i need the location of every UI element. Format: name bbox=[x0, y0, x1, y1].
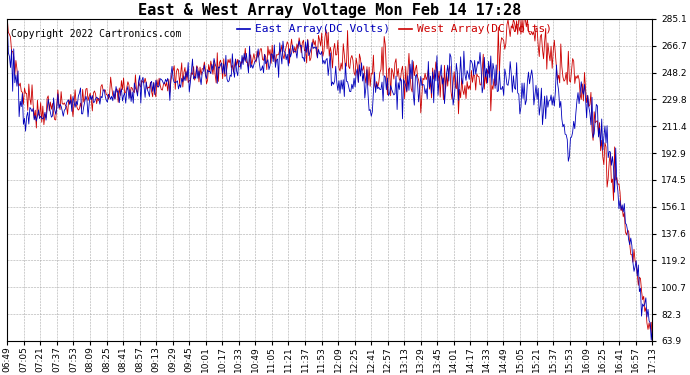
West Array(DC Volts) bbox=[648, 339, 656, 343]
Text: Copyright 2022 Cartronics.com: Copyright 2022 Cartronics.com bbox=[10, 28, 181, 39]
East Array(DC Volts) bbox=[117, 87, 126, 91]
West Array(DC Volts) bbox=[383, 93, 391, 97]
East Array(DC Volts) bbox=[169, 76, 177, 81]
Line: East Array(DC Volts): East Array(DC Volts) bbox=[8, 22, 652, 340]
East Array(DC Volts) bbox=[647, 338, 655, 342]
East Array(DC Volts) bbox=[383, 76, 391, 80]
East Array(DC Volts) bbox=[434, 93, 442, 98]
West Array(DC Volts) bbox=[295, 36, 303, 40]
West Array(DC Volts) bbox=[489, 87, 497, 92]
West Array(DC Volts) bbox=[117, 78, 126, 83]
West Array(DC Volts) bbox=[434, 79, 442, 83]
East Array(DC Volts) bbox=[3, 20, 12, 24]
East Array(DC Volts) bbox=[295, 39, 303, 43]
Legend: East Array(DC Volts), West Array(DC Volts): East Array(DC Volts), West Array(DC Volt… bbox=[237, 24, 551, 34]
East Array(DC Volts) bbox=[489, 61, 497, 66]
West Array(DC Volts) bbox=[169, 68, 177, 73]
Title: East & West Array Voltage Mon Feb 14 17:28: East & West Array Voltage Mon Feb 14 17:… bbox=[138, 3, 522, 18]
East Array(DC Volts) bbox=[648, 326, 656, 331]
West Array(DC Volts) bbox=[3, 17, 12, 21]
Line: West Array(DC Volts): West Array(DC Volts) bbox=[8, 19, 652, 341]
